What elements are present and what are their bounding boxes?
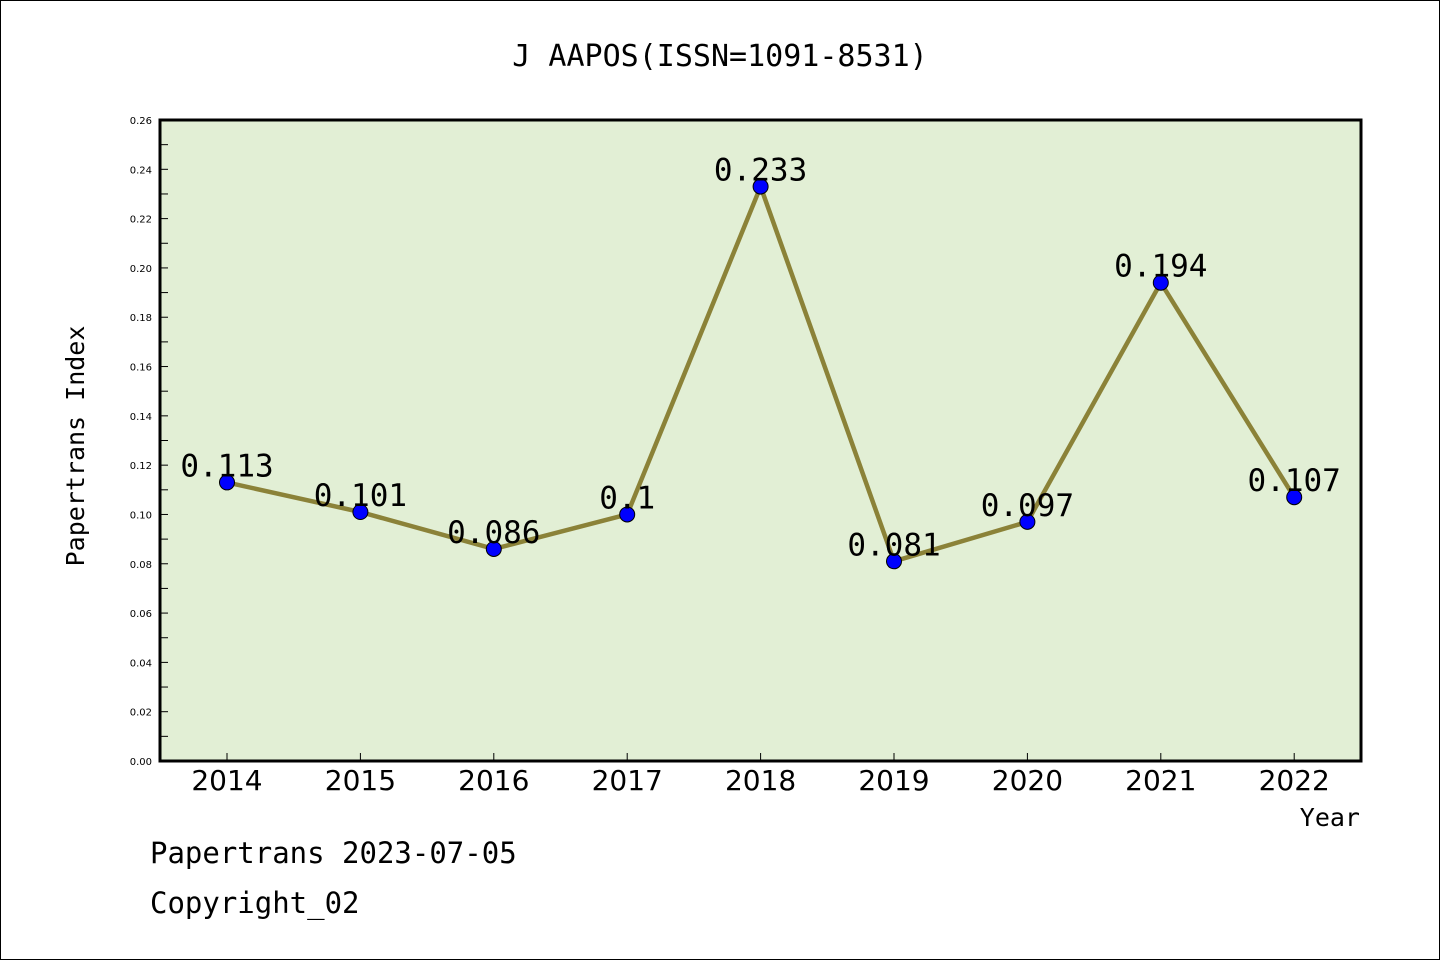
x-tick-label: 2014 [191,764,262,797]
x-axis: 2014 2015 2016 2017 2018 2019 2020 2021 2022 [191,753,1330,797]
y-tick-label: 0.02 [130,708,152,719]
data-point [886,553,902,570]
data-label: 0.081 [847,527,940,563]
y-tick-label: 0.18 [130,313,152,324]
data-point [1019,513,1036,530]
data-point [1152,274,1169,291]
x-tick-label: 2016 [458,764,529,797]
x-tick-label: 2017 [592,764,663,797]
y-tick-label: 0.12 [130,461,152,472]
data-point [619,506,636,523]
data-point [219,474,235,491]
y-tick-label: 0.14 [130,412,152,423]
chart-title: J AAPOS(ISSN=1091-8531) [512,39,927,74]
x-tick-label: 2021 [1125,764,1196,797]
data-label: 0.097 [981,488,1074,524]
data-point [352,503,369,520]
footer-date: Papertrans 2023-07-05 [150,836,517,870]
data-labels: 0.113 0.101 0.086 0.1 0.233 0.081 0.097 0.194 0.… [180,153,1341,564]
y-tick-label: 0.24 [130,165,152,176]
data-label: 0.107 [1248,463,1341,499]
data-label: 0.233 [714,153,807,189]
data-label: 0.113 [180,448,273,484]
y-tick-label: 0.06 [130,609,152,620]
y-tick-label: 0.08 [130,560,152,571]
x-tick-label: 2020 [992,764,1063,797]
y-tick-label: 0.16 [130,363,152,374]
data-label: 0.101 [314,478,407,514]
x-tick-label: 2022 [1259,764,1330,797]
data-point [485,540,502,557]
y-tick-label: 0.10 [130,510,152,521]
footer-copyright: Copyright_02 [150,886,360,921]
x-tick-label: 2019 [858,764,929,797]
series-line [219,178,1303,570]
y-tick-label: 0.00 [130,757,152,768]
plot-area [158,118,1363,763]
y-tick-label: 0.04 [130,658,152,669]
x-tick-label: 2018 [725,764,796,797]
x-tick-label: 2015 [325,764,396,797]
y-tick-label: 0.26 [130,116,152,127]
data-label: 0.086 [447,515,540,551]
y-axis: 0.00 0.02 0.04 0.06 0.08 0.10 0.12 0.14 0.16 0.18… [130,116,168,768]
data-point [752,178,769,195]
data-point [1286,489,1303,506]
y-axis-label: Papertrans Index [61,326,90,567]
y-tick-label: 0.20 [130,264,152,275]
x-axis-label: Year [1300,803,1360,832]
data-label: 0.1 [599,480,655,516]
y-tick-label: 0.22 [130,215,152,226]
data-label: 0.194 [1114,249,1207,285]
